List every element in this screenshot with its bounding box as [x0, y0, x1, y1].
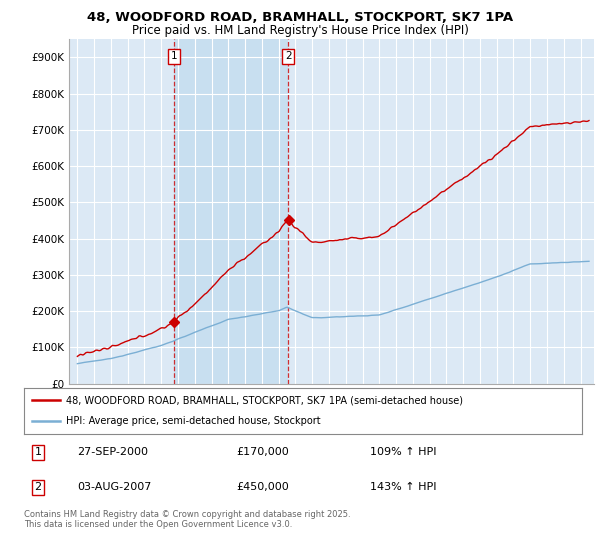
Text: 2: 2: [285, 52, 292, 61]
Text: 143% ↑ HPI: 143% ↑ HPI: [370, 482, 436, 492]
Text: £450,000: £450,000: [236, 482, 289, 492]
Text: £170,000: £170,000: [236, 447, 289, 457]
Bar: [174, 39, 289, 384]
Text: 03-AUG-2007: 03-AUG-2007: [77, 482, 151, 492]
Text: 1: 1: [34, 447, 41, 457]
Text: 27-SEP-2000: 27-SEP-2000: [77, 447, 148, 457]
Text: 109% ↑ HPI: 109% ↑ HPI: [370, 447, 436, 457]
Text: 1: 1: [170, 52, 177, 61]
Text: 48, WOODFORD ROAD, BRAMHALL, STOCKPORT, SK7 1PA: 48, WOODFORD ROAD, BRAMHALL, STOCKPORT, …: [87, 11, 513, 24]
Text: 48, WOODFORD ROAD, BRAMHALL, STOCKPORT, SK7 1PA (semi-detached house): 48, WOODFORD ROAD, BRAMHALL, STOCKPORT, …: [66, 395, 463, 405]
Text: 2: 2: [34, 482, 41, 492]
Text: HPI: Average price, semi-detached house, Stockport: HPI: Average price, semi-detached house,…: [66, 416, 320, 426]
Text: Contains HM Land Registry data © Crown copyright and database right 2025.
This d: Contains HM Land Registry data © Crown c…: [24, 510, 350, 529]
Text: Price paid vs. HM Land Registry's House Price Index (HPI): Price paid vs. HM Land Registry's House …: [131, 24, 469, 36]
